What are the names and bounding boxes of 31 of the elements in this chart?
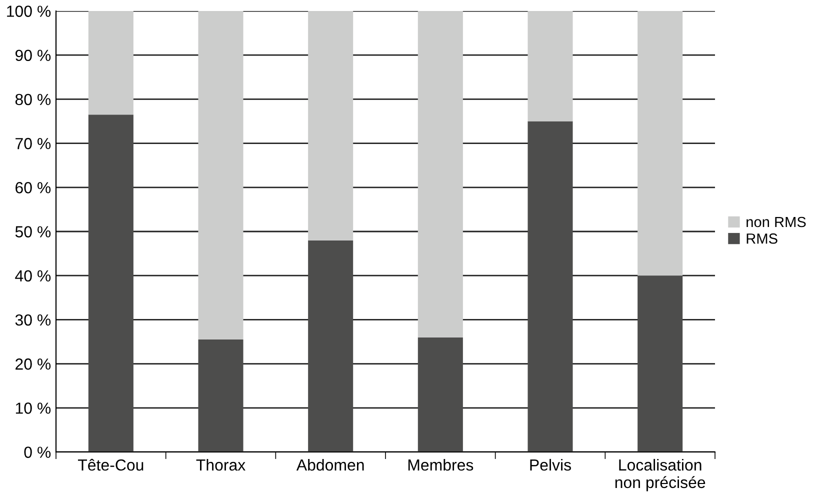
- bar: [528, 121, 573, 452]
- y-tick-label: 100 %: [7, 6, 51, 17]
- y-tick-label: 60 %: [16, 182, 51, 194]
- y-tick-label: 40 %: [15, 270, 51, 282]
- x-tick-label: Thorax: [196, 458, 246, 471]
- y-tick-label: 30 %: [15, 314, 51, 326]
- y-tick-label: 20 %: [16, 358, 51, 370]
- y-tick-label: 0 %: [24, 446, 51, 458]
- bar: [418, 11, 463, 338]
- x-tick-label: Membres: [408, 458, 474, 471]
- bar: [418, 337, 463, 452]
- x-tick-label: Tête-Cou: [78, 458, 144, 471]
- bar: [528, 11, 573, 122]
- bar: [88, 11, 134, 115]
- y-tick-label: 80 %: [15, 94, 51, 106]
- bar: [198, 340, 244, 452]
- y-tick-label: 70 %: [16, 138, 51, 150]
- legend-label: RMS: [746, 233, 778, 244]
- y-tick-label: 50 %: [15, 226, 51, 238]
- bar: [198, 11, 244, 340]
- y-tick-label: 10 %: [16, 402, 51, 414]
- x-tick-label: Abdomen: [296, 458, 364, 471]
- x-tick-label: Localisation non précisée: [615, 458, 706, 492]
- bar: [308, 11, 354, 240]
- bar: [88, 114, 134, 452]
- y-tick-label: 90 %: [15, 50, 51, 62]
- x-tick-label: Pelvis: [530, 458, 571, 471]
- bar: [308, 240, 354, 452]
- bar: [638, 11, 683, 276]
- legend-label: non RMS: [746, 216, 806, 228]
- bar: [638, 276, 683, 452]
